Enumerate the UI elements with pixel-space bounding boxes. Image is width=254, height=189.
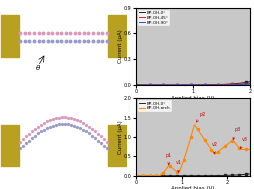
BP-OH-45° (202, 84, 205, 86)
Text: $\theta$: $\theta$ (35, 63, 41, 72)
Bar (1, 15, 19, 57)
BP-OH-45° (134, 84, 137, 86)
BP-OH-arch (193, 124, 196, 126)
BP-OH-90° (189, 84, 192, 86)
BP-OH-0° (226, 174, 229, 177)
Line: BP-OH-45°: BP-OH-45° (136, 83, 250, 85)
BP-OH-arch (185, 151, 188, 154)
BP-OH-90° (249, 83, 252, 85)
Y-axis label: Current (μA): Current (μA) (118, 120, 123, 154)
BP-OH-0° (189, 84, 192, 86)
Text: v2: v2 (212, 142, 217, 154)
Bar (108, 125, 126, 166)
BP-OH-0° (185, 175, 188, 177)
BP-OH-90° (134, 84, 137, 86)
BP-OH-45° (189, 84, 192, 86)
BP-OH-0° (249, 81, 252, 83)
BP-OH-0° (134, 84, 137, 86)
Line: BP-OH-arch: BP-OH-arch (136, 125, 250, 176)
BP-OH-arch (181, 163, 184, 166)
BP-OH-45° (189, 84, 192, 86)
BP-OH-0° (189, 84, 192, 86)
BP-OH-arch (134, 175, 137, 177)
Text: v1: v1 (176, 160, 181, 172)
Line: BP-OH-90°: BP-OH-90° (136, 84, 250, 85)
BP-OH-0° (249, 173, 252, 175)
BP-OH-arch (226, 143, 229, 146)
BP-OH-arch (249, 148, 252, 151)
BP-OH-45° (196, 84, 199, 86)
X-axis label: Applied bias (V): Applied bias (V) (171, 96, 215, 101)
Legend: BP-OH-0°, BP-OH-arch: BP-OH-0°, BP-OH-arch (138, 100, 172, 112)
Legend: BP-OH-0°, BP-OH-45°, BP-OH-90°: BP-OH-0°, BP-OH-45°, BP-OH-90° (138, 10, 170, 26)
BP-OH-0° (146, 175, 149, 177)
BP-OH-45° (246, 82, 249, 85)
BP-OH-45° (228, 83, 231, 86)
BP-OH-90° (196, 84, 199, 86)
BP-OH-90° (246, 83, 249, 85)
BP-OH-arch (224, 145, 227, 147)
BP-OH-0° (134, 175, 137, 177)
Text: v3: v3 (240, 137, 248, 149)
BP-OH-0° (228, 83, 231, 85)
BP-OH-0° (213, 174, 216, 177)
BP-OH-90° (202, 84, 205, 86)
BP-OH-arch (146, 175, 149, 177)
BP-OH-0° (224, 174, 227, 177)
Text: p3: p3 (233, 127, 241, 139)
BP-OH-90° (189, 84, 192, 86)
BP-OH-0° (246, 81, 249, 83)
BP-OH-arch (213, 153, 216, 156)
Text: p2: p2 (196, 112, 205, 122)
Y-axis label: Current (μA): Current (μA) (118, 29, 123, 63)
X-axis label: Applied bias (V): Applied bias (V) (171, 186, 215, 189)
BP-OH-45° (249, 82, 252, 84)
BP-OH-0° (196, 84, 199, 86)
Text: p1: p1 (166, 153, 172, 165)
Line: BP-OH-0°: BP-OH-0° (136, 82, 250, 85)
Line: BP-OH-0°: BP-OH-0° (136, 174, 250, 176)
BP-OH-90° (228, 84, 231, 86)
BP-OH-0° (202, 84, 205, 86)
Bar (108, 15, 126, 57)
BP-OH-0° (181, 175, 184, 177)
Bar (1, 125, 19, 166)
